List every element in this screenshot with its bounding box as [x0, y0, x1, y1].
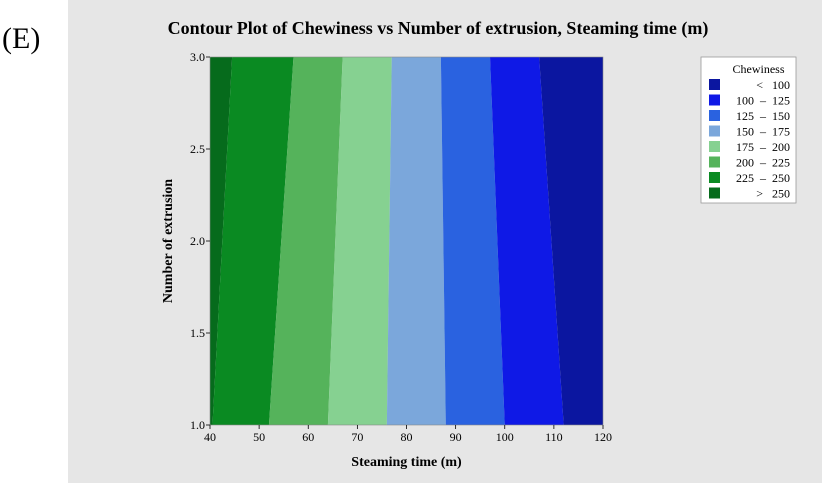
- legend-swatch: [709, 156, 720, 168]
- y-tick-label: 3.0: [190, 50, 205, 64]
- legend-label: 150 – 175: [736, 125, 790, 139]
- contour-chart: Contour Plot of Chewiness vs Number of e…: [161, 18, 797, 470]
- contour-region-lt100: [539, 57, 603, 425]
- legend-title: Chewiness: [733, 62, 785, 76]
- legend-label: < 100: [756, 78, 790, 92]
- legend-swatch: [709, 79, 720, 90]
- panel-label: (E): [2, 22, 41, 55]
- contour-region-b200_225: [268, 57, 343, 425]
- x-tick-label: 100: [496, 430, 514, 444]
- legend-label: 125 – 150: [736, 109, 790, 123]
- x-tick-label: 70: [351, 430, 363, 444]
- y-tick-label: 2.5: [190, 142, 205, 156]
- y-tick-label: 2.0: [190, 234, 205, 248]
- legend-label: 200 – 225: [736, 156, 790, 170]
- legend-swatch: [709, 187, 720, 199]
- legend-swatch: [709, 141, 720, 152]
- x-tick-label: 60: [302, 430, 314, 444]
- x-tick-label: 40: [204, 430, 216, 444]
- x-tick-label: 90: [450, 430, 462, 444]
- chart-title: Contour Plot of Chewiness vs Number of e…: [168, 18, 709, 39]
- legend-swatch: [709, 94, 720, 106]
- x-axis-ticks: 40 50 60 70 80 90 100 110 120: [204, 425, 612, 444]
- contour-region-b125_150: [440, 57, 505, 425]
- y-tick-label: 1.5: [190, 326, 205, 340]
- x-axis-title: Steaming time (m): [351, 455, 462, 470]
- x-tick-label: 120: [594, 430, 612, 444]
- x-tick-label: 110: [545, 430, 563, 444]
- legend-swatch: [709, 110, 720, 121]
- contour-regions: [210, 57, 603, 425]
- legend-label: 100 – 125: [736, 94, 790, 108]
- legend-label: 225 – 250: [736, 171, 790, 185]
- contour-region-gt250: [210, 57, 233, 425]
- legend-swatch: [709, 172, 720, 183]
- x-tick-label: 80: [401, 430, 413, 444]
- contour-region-b175_200: [327, 57, 392, 425]
- y-axis-ticks: 1.0 1.5 2.0 2.5 3.0: [190, 50, 210, 432]
- y-tick-label: 1.0: [190, 418, 205, 432]
- legend-label: 175 – 200: [736, 140, 790, 154]
- legend-swatch: [709, 125, 720, 137]
- contour-region-b225_250: [212, 57, 294, 425]
- chart-frame: Contour Plot of Chewiness vs Number of e…: [68, 0, 822, 483]
- contour-region-b150_175: [386, 57, 446, 425]
- y-axis-title: Number of extrusion: [161, 179, 176, 303]
- legend-label: > 250: [756, 187, 790, 201]
- x-tick-label: 50: [253, 430, 265, 444]
